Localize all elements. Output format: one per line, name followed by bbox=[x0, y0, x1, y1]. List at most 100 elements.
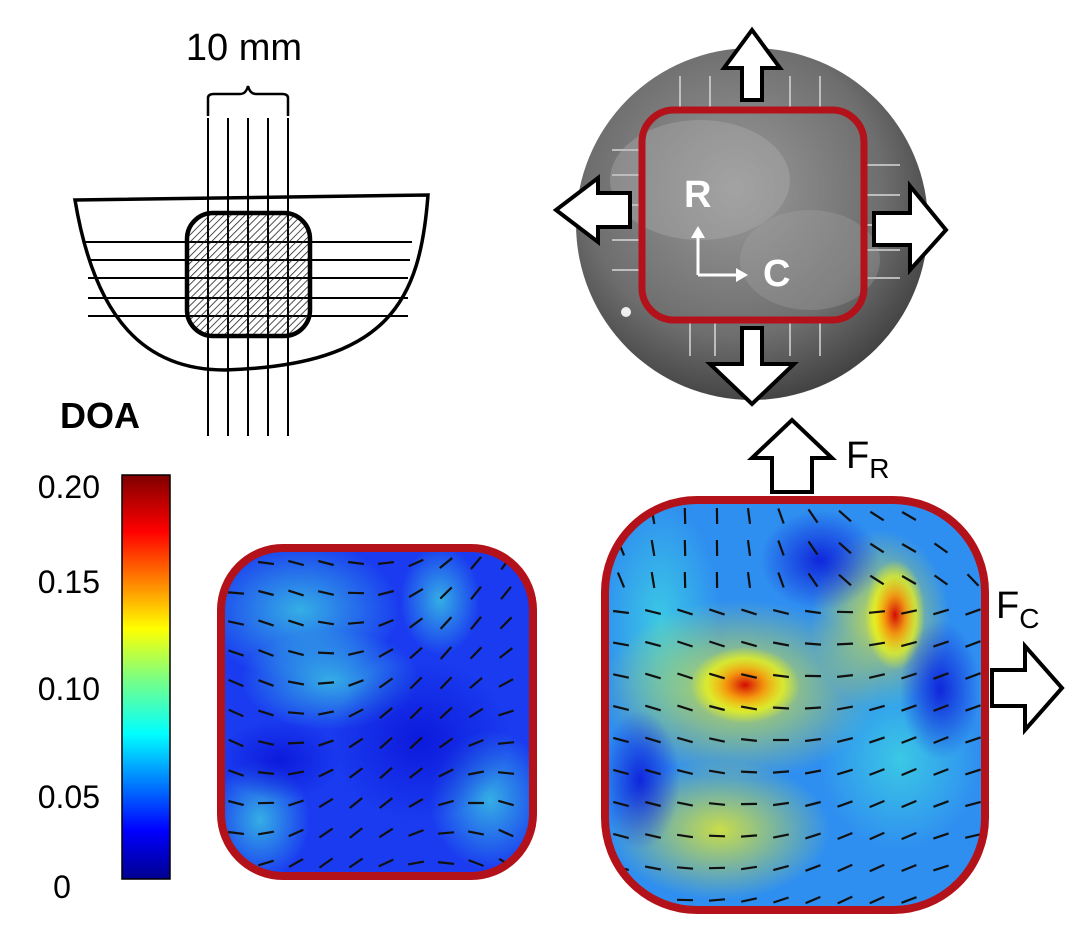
fiber-dash bbox=[740, 770, 758, 774]
fiber-dash bbox=[439, 676, 453, 690]
fiber-dash bbox=[498, 709, 514, 717]
fiber-dash bbox=[677, 672, 693, 680]
fiber-dash bbox=[807, 572, 819, 588]
fiber-dash bbox=[437, 799, 455, 807]
fiber-dash bbox=[965, 672, 981, 680]
fiber-dash bbox=[408, 617, 424, 629]
fiber-dash bbox=[645, 640, 661, 648]
doa-map-unloaded-outline bbox=[217, 544, 537, 880]
fiber-dash bbox=[378, 827, 394, 839]
sample-schematic: 10 mm bbox=[72, 27, 430, 436]
fiber-dash bbox=[804, 642, 822, 646]
fiber-dash bbox=[676, 769, 694, 775]
fiber-dash bbox=[644, 865, 662, 871]
fiber-dash bbox=[869, 768, 885, 776]
photo-arrow-down bbox=[705, 326, 799, 407]
fiber-dash bbox=[933, 542, 949, 554]
fiber-dash bbox=[966, 573, 980, 587]
photo-axes bbox=[691, 226, 748, 282]
fiber-dash bbox=[318, 768, 334, 778]
fiber-dash bbox=[933, 800, 949, 808]
fiber-dash bbox=[317, 590, 335, 596]
fiber-dash bbox=[740, 705, 758, 711]
fiber-dash bbox=[409, 676, 423, 690]
fiber-dash bbox=[746, 507, 752, 525]
fiber-dash bbox=[838, 541, 852, 555]
fiber-dash bbox=[439, 586, 453, 600]
fiber-dash bbox=[901, 704, 917, 712]
fiber-dash bbox=[288, 799, 304, 807]
fiber-dash bbox=[807, 508, 819, 524]
fiber-dash bbox=[288, 858, 304, 868]
fiber-dash bbox=[644, 609, 662, 615]
fiber-dash bbox=[901, 767, 917, 777]
fiber-dash bbox=[772, 770, 790, 774]
fiber-dash bbox=[288, 559, 304, 567]
doa-map-unloaded bbox=[217, 544, 537, 880]
fiber-dash bbox=[257, 560, 275, 566]
fiber-dash bbox=[348, 708, 364, 718]
fiber-dash bbox=[804, 609, 822, 615]
fiber-dash bbox=[258, 619, 274, 627]
photo-arrow-up bbox=[720, 26, 784, 102]
fiber-dash bbox=[804, 737, 822, 743]
fiber-dash bbox=[901, 511, 917, 521]
fiber-dash bbox=[288, 589, 304, 597]
fiber-dash bbox=[378, 677, 394, 689]
fiber-dash bbox=[612, 673, 630, 679]
fiber-dash bbox=[228, 738, 244, 748]
fiber-dash bbox=[708, 834, 726, 838]
fiber-dash bbox=[777, 508, 785, 524]
colorbar-gradient bbox=[121, 474, 171, 880]
fiber-dash bbox=[348, 737, 364, 749]
fiber-dash bbox=[258, 589, 274, 597]
fiber-dash bbox=[868, 610, 886, 614]
fiber-dash bbox=[773, 896, 789, 904]
fiber-dash bbox=[677, 704, 693, 712]
fiber-dash bbox=[287, 770, 305, 776]
fiber-dash bbox=[676, 801, 694, 807]
fiber-dash bbox=[437, 861, 455, 865]
colorbar: DOA 0.20 0.15 0.10 0.05 0 bbox=[38, 395, 171, 905]
fiber-dash bbox=[318, 797, 334, 809]
fiber-dash bbox=[408, 798, 424, 808]
colorbar-tick-3: 0.05 bbox=[38, 779, 100, 815]
doa-map-loaded: FR FC bbox=[601, 417, 1065, 914]
fiber-dash bbox=[772, 706, 790, 710]
fiber-dash bbox=[613, 768, 629, 776]
fiber-dash bbox=[470, 556, 482, 570]
axis-label-r: R bbox=[684, 174, 711, 216]
fiber-dash bbox=[708, 737, 726, 743]
fiber-dash bbox=[708, 672, 726, 680]
fiber-dash bbox=[900, 609, 918, 615]
fiber-dash bbox=[467, 770, 485, 776]
fiber-dash bbox=[379, 797, 393, 809]
fiber-dash bbox=[644, 833, 662, 839]
fiber-dash bbox=[965, 640, 981, 648]
fiber-dash bbox=[933, 768, 949, 776]
fiber-dash bbox=[498, 828, 514, 838]
fiber-dash bbox=[740, 897, 758, 903]
fiber-dash bbox=[379, 766, 393, 780]
force-label-radial: FR bbox=[846, 435, 889, 484]
force-label-radial-sub: R bbox=[869, 453, 889, 484]
force-label-radial-main: F bbox=[846, 435, 869, 477]
photo-arrow-right bbox=[872, 180, 949, 276]
fiber-dash bbox=[379, 707, 393, 719]
fiber-dash bbox=[228, 708, 244, 718]
fiber-dash bbox=[288, 619, 304, 627]
fiber-dash bbox=[497, 771, 515, 775]
fiber-dash bbox=[228, 678, 244, 688]
fiber-dash bbox=[257, 740, 275, 746]
fiber-dash bbox=[318, 739, 334, 747]
fiber-dash bbox=[348, 767, 364, 779]
colorbar-tick-4: 0 bbox=[53, 869, 71, 905]
fiber-dash bbox=[228, 769, 244, 777]
fiber-dash bbox=[379, 736, 393, 750]
fiber-dash bbox=[901, 863, 917, 873]
fiber-dash bbox=[438, 737, 454, 749]
fiber-dash bbox=[439, 646, 453, 660]
fiber-dash bbox=[378, 618, 394, 628]
fiber-dash bbox=[257, 771, 275, 775]
